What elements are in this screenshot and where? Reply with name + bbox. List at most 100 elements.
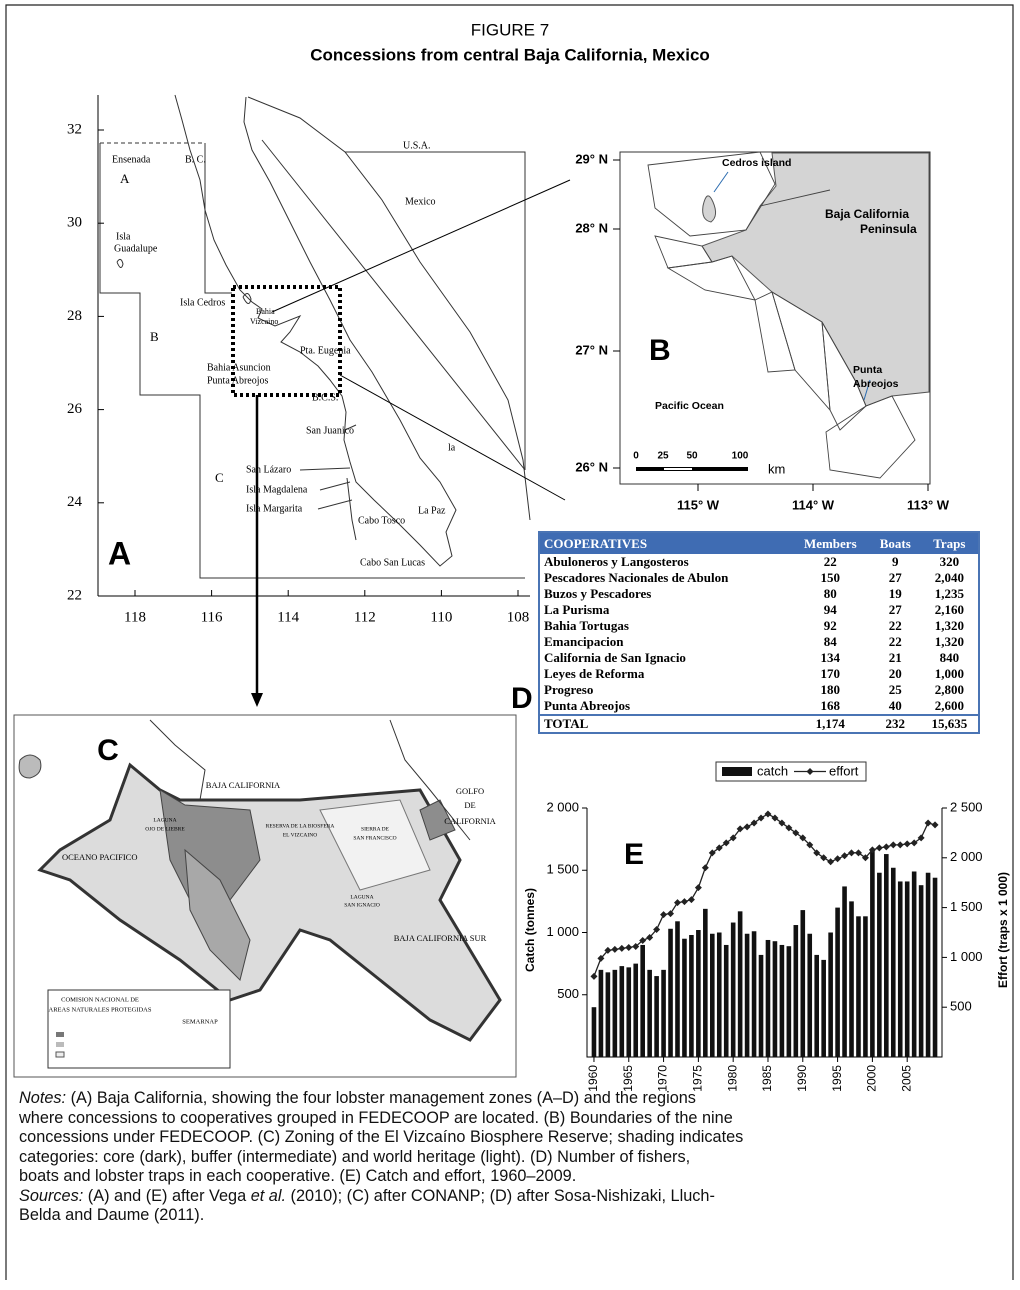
bar (620, 966, 625, 1057)
bar (738, 911, 743, 1057)
bar (807, 934, 812, 1057)
place-label: Guadalupe (114, 243, 158, 254)
x-tick-label: 118 (124, 609, 146, 625)
marker (890, 841, 897, 848)
cell: 170 (791, 666, 870, 682)
bar (933, 878, 938, 1057)
y-tick-label: 22 (67, 587, 82, 603)
island (19, 755, 41, 778)
x-tick-label: 114° W (792, 497, 835, 512)
marker (876, 844, 883, 851)
bar (633, 964, 638, 1057)
header-cell: Members (791, 532, 870, 554)
bar (884, 854, 889, 1057)
x-tick-label: 1995 (830, 1065, 844, 1092)
place-label: SEMARNAP (182, 1018, 218, 1025)
cell: Abuloneros y Langosteros (539, 554, 791, 570)
cell: 9 (870, 554, 921, 570)
place-label: Peninsula (860, 222, 917, 236)
bar (780, 945, 785, 1057)
line (594, 814, 935, 976)
bar (724, 945, 729, 1057)
y-tick-label: 500 (557, 986, 579, 1001)
marker (660, 911, 667, 918)
place-label: BAJA CALIFORNIA (206, 780, 281, 790)
place-label: LAGUNA (153, 817, 176, 823)
x-tick-label: 1975 (691, 1065, 705, 1092)
place-label: SAN IGNACIO (344, 902, 380, 908)
zone-label: A (120, 171, 130, 186)
cell: 320 (921, 554, 979, 570)
x-tick-label: 2000 (865, 1065, 879, 1092)
zone-boundaries (100, 143, 525, 578)
cell: 22 (791, 554, 870, 570)
cell: TOTAL (539, 715, 791, 733)
bar (675, 921, 680, 1057)
bar (682, 939, 687, 1057)
legend-label: effort (829, 763, 859, 778)
cell: Punta Abreojos (539, 698, 791, 715)
figure-label: FIGURE 7 (471, 20, 549, 39)
cell: 134 (791, 650, 870, 666)
marker (695, 884, 702, 891)
sources-text: (2010); (C) after CONANP; (D) after Sosa… (291, 1187, 715, 1205)
bar (849, 901, 854, 1057)
scale-label: 25 (657, 451, 669, 462)
bar (745, 934, 750, 1057)
y2-tick-label: 1 500 (950, 899, 983, 914)
zone-label: B (150, 329, 159, 344)
bar (654, 976, 659, 1057)
bar (640, 945, 645, 1057)
bar (710, 934, 715, 1057)
sources-text: Belda and Daume (2011). (19, 1206, 1009, 1226)
panel-letter: B (649, 334, 671, 367)
cell: 2,600 (921, 698, 979, 715)
bar (689, 935, 694, 1057)
marker (827, 858, 834, 865)
bar (856, 916, 861, 1057)
bar (766, 940, 771, 1057)
cell: 21 (870, 650, 921, 666)
bar (926, 873, 931, 1057)
place-label: la (448, 442, 456, 453)
place-label: Ensenada (112, 154, 151, 165)
cell: Leyes de Reforma (539, 666, 791, 682)
cell: 1,174 (791, 715, 870, 733)
marker (611, 946, 618, 953)
y-tick-label: 32 (67, 121, 82, 137)
arrow-head (251, 693, 263, 707)
place-label: Punta (853, 364, 882, 376)
marker (897, 841, 904, 848)
cell: 180 (791, 682, 870, 698)
place-label: COMISION NACIONAL DE (61, 996, 139, 1003)
header-row: COOPERATIVESMembersBoatsTraps (539, 532, 979, 554)
legend-swatch (56, 1032, 64, 1037)
marker (590, 973, 597, 980)
legend-swatch (722, 767, 752, 776)
sources-italic: et al. (251, 1187, 286, 1205)
place-label: GOLFO (456, 786, 484, 796)
y2-tick-label: 500 (950, 999, 972, 1014)
cell: Pescadores Nacionales de Abulon (539, 570, 791, 586)
marker (764, 810, 771, 817)
y-tick-label: 30 (67, 215, 82, 231)
notes-line: categories: core (dark), buffer (interme… (19, 1148, 1009, 1168)
scale-label: 50 (686, 451, 698, 462)
header-cell: Traps (921, 532, 979, 554)
y-tick-label: 2 000 (546, 799, 579, 814)
bar (821, 960, 826, 1057)
y-tick-label: 1 500 (546, 862, 579, 877)
place-label: Mexico (405, 196, 436, 207)
cell: 25 (870, 682, 921, 698)
legend-swatch (56, 1052, 64, 1057)
bar (877, 873, 882, 1057)
marker (681, 898, 688, 905)
notes-paragraph: Notes: (A) Baja California, showing the … (19, 1089, 1009, 1109)
bar (717, 933, 722, 1058)
bar (696, 930, 701, 1057)
bar (592, 1007, 597, 1057)
cell: Buzos y Pescadores (539, 586, 791, 602)
bar (703, 909, 708, 1057)
legend-label: catch (757, 763, 788, 778)
